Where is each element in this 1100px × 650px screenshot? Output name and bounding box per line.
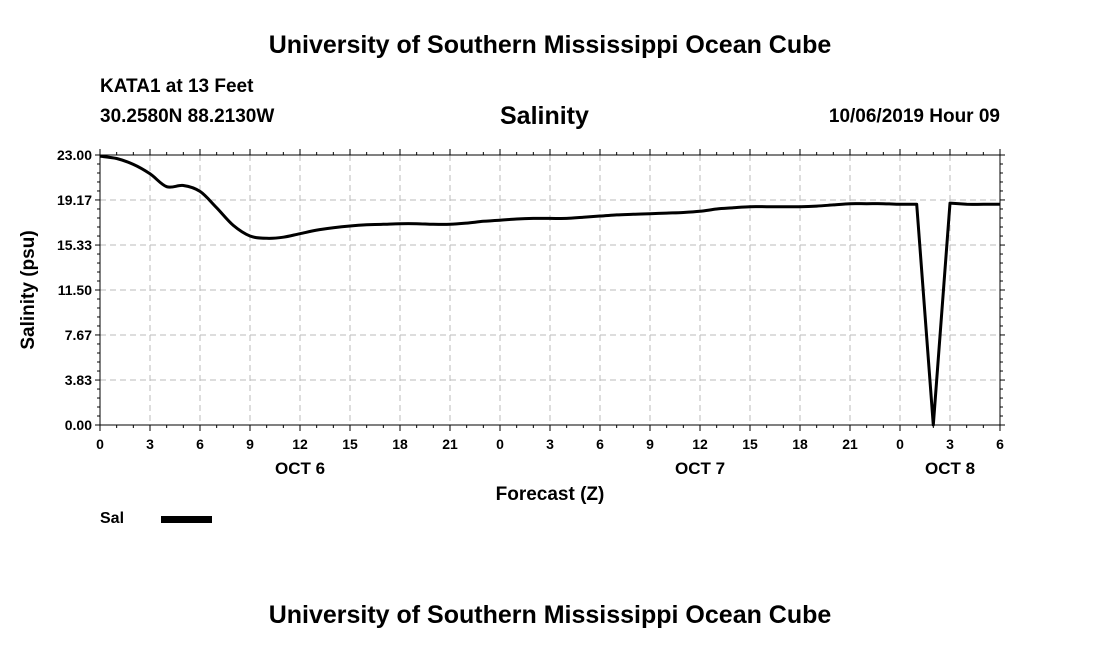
- y-axis-label: Salinity (psu): [18, 230, 39, 349]
- datetime-label: 10/06/2019 Hour 09: [828, 106, 1000, 127]
- grid: [100, 155, 1000, 425]
- legend-label: Sal: [100, 510, 125, 527]
- x-tick-label: 12: [692, 436, 708, 452]
- legend-swatch: [161, 516, 212, 523]
- footer-title: University of Southern Mississippi Ocean…: [268, 601, 832, 629]
- x-tick-label: 21: [842, 436, 858, 452]
- x-tick-label: 9: [246, 436, 254, 452]
- y-tick-label: 0.00: [65, 417, 92, 433]
- y-tick-label: 19.17: [57, 192, 92, 208]
- x-tick-label: 15: [742, 436, 758, 452]
- coordinates-label: 30.2580N 88.2130W: [100, 106, 275, 127]
- salinity-series-line: [99, 154, 1000, 427]
- x-tick-label: 6: [996, 436, 1004, 452]
- y-axis: 0.00 3.83 7.67 11.50 15.33 19.17 23.00: [57, 147, 1005, 433]
- y-tick-label: 11.50: [58, 282, 92, 298]
- x-tick-label: 12: [292, 436, 308, 452]
- x-tick-label: 18: [392, 436, 408, 452]
- x-tick-label: 0: [496, 436, 504, 452]
- x-tick-label: 3: [946, 436, 954, 452]
- x-tick-label: 18: [792, 436, 808, 452]
- chart-title: Salinity: [500, 102, 589, 130]
- page-title: University of Southern Mississippi Ocean…: [268, 31, 832, 59]
- x-tick-label: 9: [646, 436, 654, 452]
- day-label: OCT 8: [925, 459, 975, 478]
- x-axis: 0 3 6 9 12 15 18 21 0 3 6 9 12 15 18 21 0 3 6: [96, 149, 1004, 452]
- y-tick-label: 3.83: [65, 372, 92, 388]
- x-tick-label: 0: [896, 436, 904, 452]
- x-tick-label: 3: [146, 436, 154, 452]
- x-tick-label: 3: [546, 436, 554, 452]
- y-tick-label: 23.00: [57, 147, 92, 163]
- x-tick-label: 15: [342, 436, 358, 452]
- x-tick-label: 6: [196, 436, 204, 452]
- x-tick-label: 6: [596, 436, 604, 452]
- station-label: KATA1 at 13 Feet: [100, 76, 254, 97]
- y-tick-label: 15.33: [57, 237, 92, 253]
- day-labels: OCT 6 OCT 7 OCT 8: [275, 459, 975, 478]
- day-label: OCT 6: [275, 459, 325, 478]
- y-tick-label: 7.67: [65, 327, 92, 343]
- x-tick-label: 0: [96, 436, 104, 452]
- x-axis-label: Forecast (Z): [496, 484, 605, 505]
- x-tick-label: 21: [442, 436, 458, 452]
- day-label: OCT 7: [675, 459, 725, 478]
